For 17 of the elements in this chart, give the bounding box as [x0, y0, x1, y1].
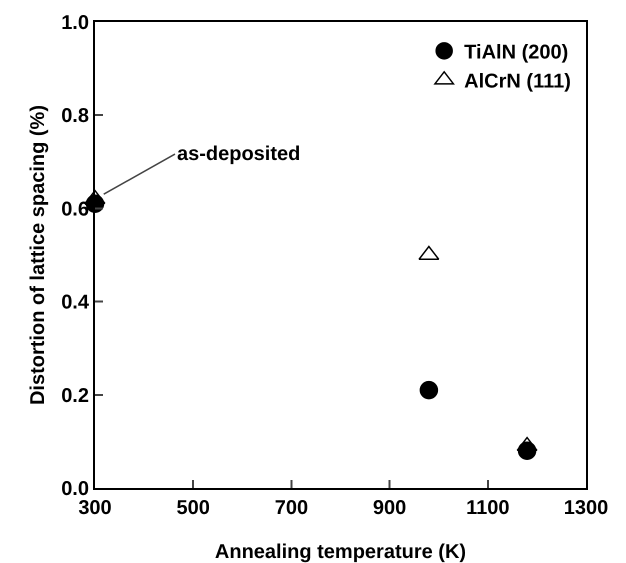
x-tick-label: 1100 [466, 497, 510, 519]
y-tick-label: 1.0 [61, 12, 89, 34]
y-tick-label: 0.6 [61, 198, 89, 220]
x-axis-title: Annealing temperature (K) [214, 541, 466, 563]
x-tick-label: 900 [372, 497, 406, 519]
x-tick-label: 1300 [564, 497, 608, 519]
y-tick-label: 0.0 [61, 478, 89, 500]
y-tick-label: 0.2 [61, 384, 89, 407]
x-tick-label: 700 [274, 497, 308, 519]
y-tick-label: 0.8 [61, 105, 89, 128]
x-tick-label: 300 [78, 497, 112, 519]
annotation: as-deposited [177, 143, 300, 165]
legend-label: TiAlN (200) [464, 42, 568, 64]
x-tick-label: 500 [176, 497, 210, 519]
legend-label: AlCrN (111) [464, 70, 571, 93]
y-tick-label: 0.4 [61, 292, 90, 314]
y-axis-title: Distortion of lattice spacing (%) [27, 104, 49, 406]
